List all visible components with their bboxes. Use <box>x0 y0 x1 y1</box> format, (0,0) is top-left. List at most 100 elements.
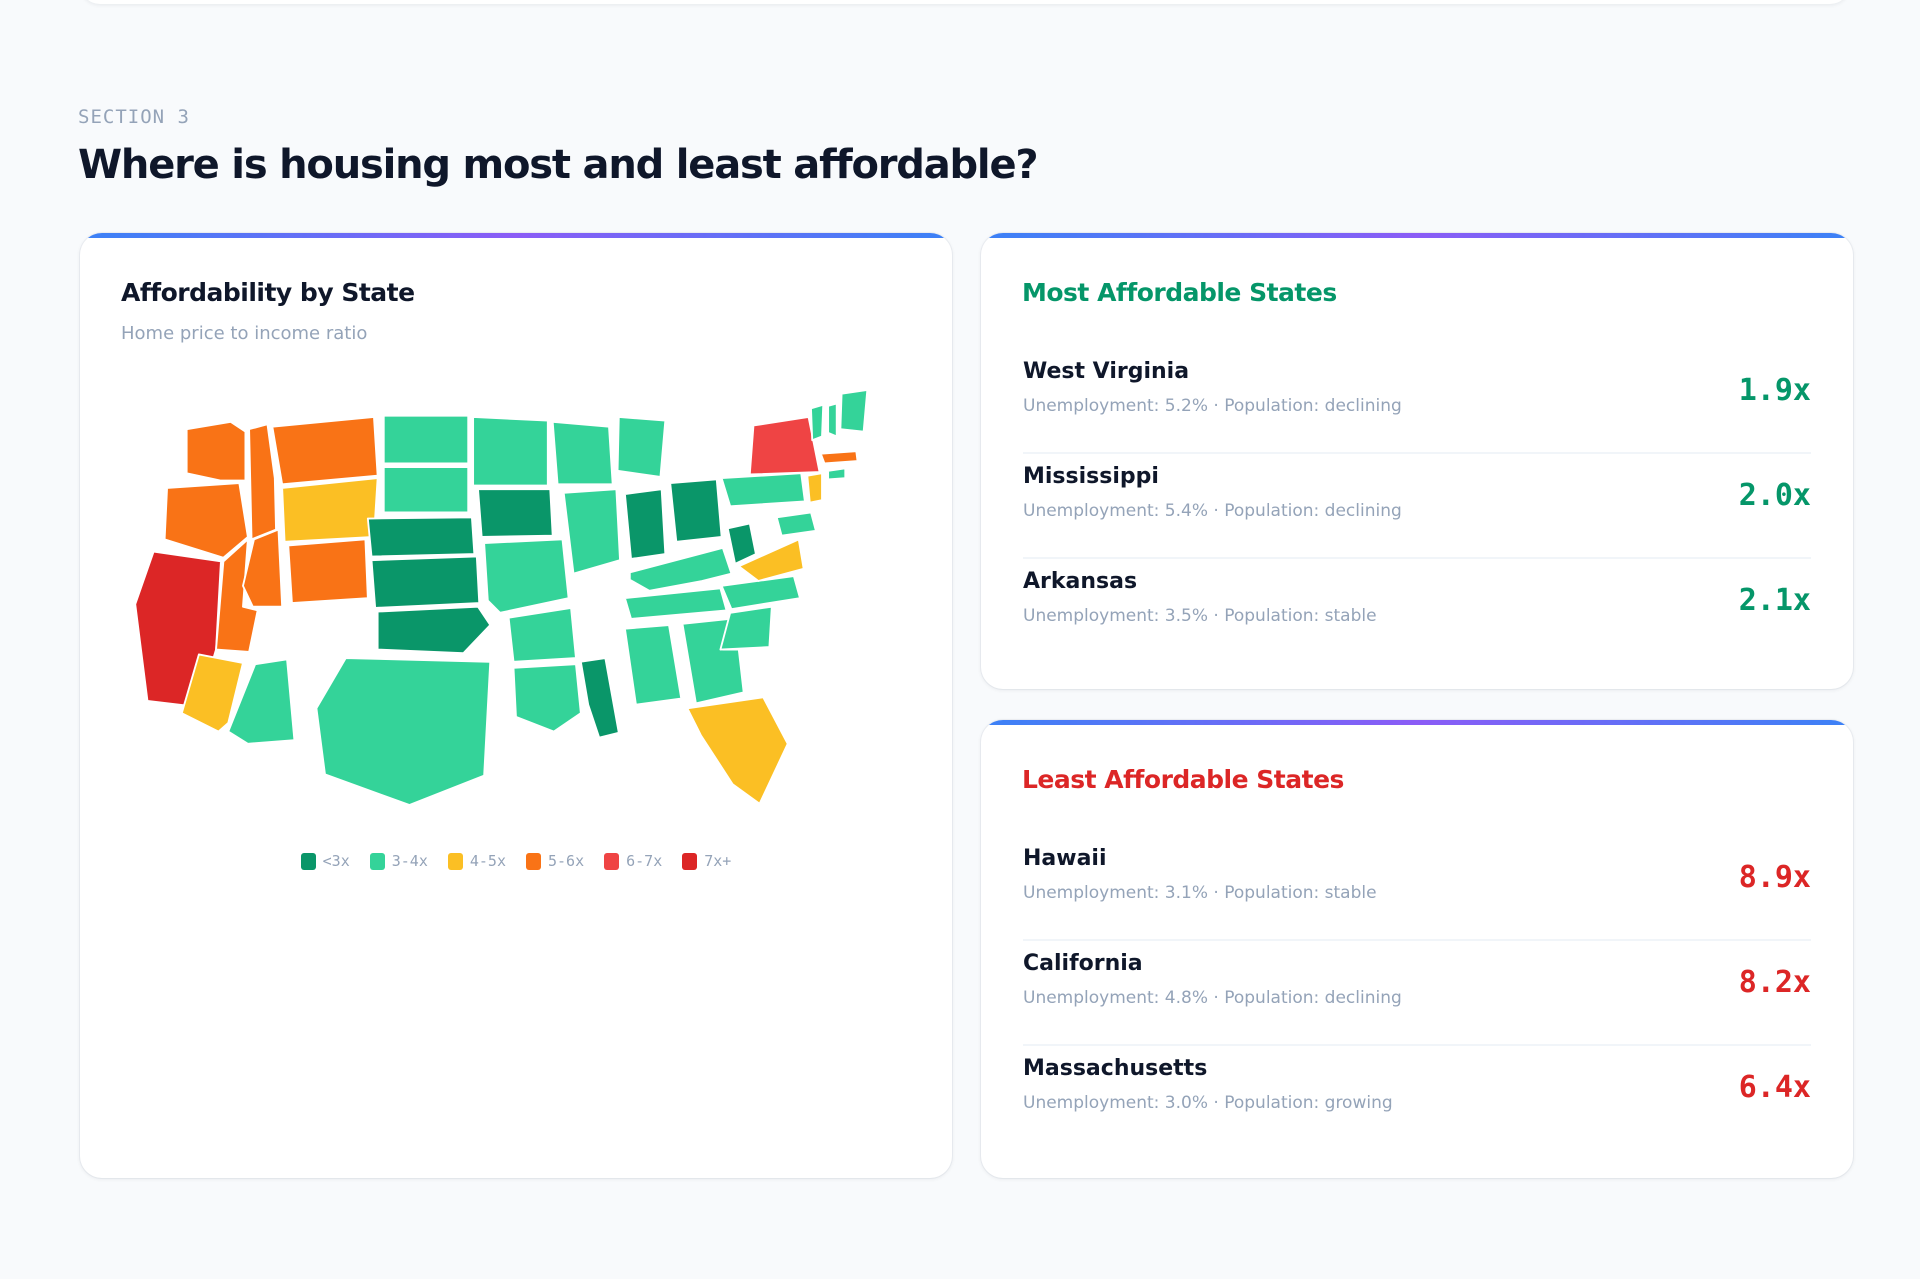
state-detail: Unemployment: 5.2% · Population: declini… <box>1023 396 1402 416</box>
state-name: Massachusetts <box>1023 1056 1208 1081</box>
legend-item: 7x+ <box>682 852 731 870</box>
state-shape[interactable] <box>185 420 247 482</box>
state-shape[interactable] <box>382 414 470 465</box>
state-shape[interactable] <box>512 663 582 733</box>
state-shape[interactable] <box>616 416 667 478</box>
legend-swatch <box>604 852 620 870</box>
state-shape[interactable] <box>215 538 259 653</box>
least-affordable-list: Hawaii Unemployment: 3.1% · Population: s… <box>1023 836 1811 1151</box>
state-shape[interactable] <box>180 653 244 733</box>
list-item: California Unemployment: 4.8% · Populatio… <box>1023 941 1811 1046</box>
least-affordable-title: Least Affordable States <box>1022 765 1344 794</box>
legend-swatch <box>369 852 385 870</box>
list-item: Hawaii Unemployment: 3.1% · Population: s… <box>1023 836 1811 941</box>
state-shape[interactable] <box>719 605 773 651</box>
state-shape[interactable] <box>806 472 823 504</box>
ratio-value: 1.9x <box>1738 373 1811 408</box>
least-affordable-card: Least Affordable States Hawaii Unemployme… <box>981 720 1853 1178</box>
state-shape[interactable] <box>810 403 825 442</box>
state-shape[interactable] <box>163 482 249 559</box>
legend-item: 5-6x <box>526 852 584 870</box>
state-shape[interactable] <box>227 658 296 745</box>
ratio-value: 2.1x <box>1738 583 1811 618</box>
state-shape[interactable] <box>720 575 801 611</box>
legend-label: 3-4x <box>391 852 428 870</box>
state-shape[interactable] <box>483 538 570 614</box>
state-shape[interactable] <box>472 416 549 487</box>
most-affordable-card: Most Affordable States West Virginia Unem… <box>981 233 1853 689</box>
list-item: Mississippi Unemployment: 5.4% · Populati… <box>1023 454 1811 559</box>
state-shape[interactable] <box>507 606 577 663</box>
state-shape[interactable] <box>562 488 621 575</box>
state-shape[interactable] <box>624 587 728 620</box>
list-item: Arkansas Unemployment: 3.5% · Population:… <box>1023 559 1811 664</box>
legend-item: <3x <box>300 852 350 870</box>
state-detail: Unemployment: 3.1% · Population: stable <box>1023 883 1377 903</box>
state-shape[interactable] <box>376 605 492 655</box>
most-affordable-list: West Virginia Unemployment: 5.2% · Popula… <box>1023 349 1811 664</box>
state-name: California <box>1023 951 1143 976</box>
section-title: Where is housing most and least affordab… <box>78 142 1039 188</box>
state-shape[interactable] <box>827 402 838 438</box>
state-shape[interactable] <box>624 488 667 560</box>
state-shape[interactable] <box>287 538 369 604</box>
list-item: West Virginia Unemployment: 5.2% · Popula… <box>1023 349 1811 454</box>
previous-section-card <box>80 0 1850 4</box>
state-shape[interactable] <box>281 477 379 543</box>
legend-label: 4-5x <box>469 852 506 870</box>
state-detail: Unemployment: 4.8% · Population: declini… <box>1023 988 1402 1008</box>
map-card-subtitle: Home price to income ratio <box>121 323 368 344</box>
state-shape[interactable] <box>628 547 733 592</box>
section-eyebrow: SECTION 3 <box>78 106 190 128</box>
state-detail: Unemployment: 3.5% · Population: stable <box>1023 606 1377 626</box>
list-item: Massachusetts Unemployment: 3.0% · Popula… <box>1023 1046 1811 1151</box>
legend-label: 6-7x <box>626 852 663 870</box>
legend-item: 4-5x <box>447 852 506 870</box>
legend-swatch <box>300 852 316 870</box>
state-shape[interactable] <box>819 450 859 465</box>
state-shape[interactable] <box>827 467 847 481</box>
state-shape[interactable] <box>775 511 817 537</box>
legend-label: 7x+ <box>704 852 732 870</box>
ratio-value: 2.0x <box>1738 478 1811 513</box>
state-detail: Unemployment: 3.0% · Population: growing <box>1023 1093 1393 1113</box>
legend-swatch <box>526 852 541 870</box>
state-name: West Virginia <box>1023 359 1190 384</box>
state-shape[interactable] <box>686 696 789 805</box>
ratio-value: 8.9x <box>1738 860 1811 895</box>
map-card: Affordability by State Home price to inc… <box>80 233 952 1178</box>
legend-label: 5-6x <box>548 852 585 870</box>
state-shape[interactable] <box>382 466 470 514</box>
state-name: Arkansas <box>1023 569 1138 594</box>
state-shape[interactable] <box>370 555 481 609</box>
state-shape[interactable] <box>839 389 869 433</box>
affordability-map <box>134 389 869 806</box>
state-shape[interactable] <box>748 416 821 476</box>
state-shape[interactable] <box>579 657 620 739</box>
state-name: Mississippi <box>1023 464 1159 489</box>
state-shape[interactable] <box>242 528 284 608</box>
state-shape[interactable] <box>315 657 492 806</box>
legend-label: <3x <box>322 852 350 870</box>
ratio-value: 6.4x <box>1738 1070 1811 1105</box>
legend-swatch <box>682 852 698 870</box>
ratio-value: 8.2x <box>1738 965 1811 1000</box>
state-detail: Unemployment: 5.4% · Population: declini… <box>1023 501 1402 521</box>
state-shape[interactable] <box>726 522 757 565</box>
state-shape[interactable] <box>551 420 614 486</box>
legend-swatch <box>447 852 463 870</box>
state-shape[interactable] <box>737 538 805 582</box>
state-name: Hawaii <box>1023 846 1107 871</box>
state-shape[interactable] <box>720 472 806 508</box>
map-legend: <3x 3-4x 4-5x 5-6x 6-7x 7x+ <box>80 852 952 870</box>
state-shape[interactable] <box>624 624 683 706</box>
state-shape[interactable] <box>477 488 554 538</box>
most-affordable-title: Most Affordable States <box>1022 278 1337 307</box>
map-card-title: Affordability by State <box>121 278 415 307</box>
state-shape[interactable] <box>248 423 277 541</box>
state-shape[interactable] <box>366 516 476 558</box>
legend-item: 6-7x <box>604 852 662 870</box>
legend-item: 3-4x <box>369 852 428 870</box>
state-shape[interactable] <box>669 478 723 543</box>
state-shape[interactable] <box>271 416 379 486</box>
